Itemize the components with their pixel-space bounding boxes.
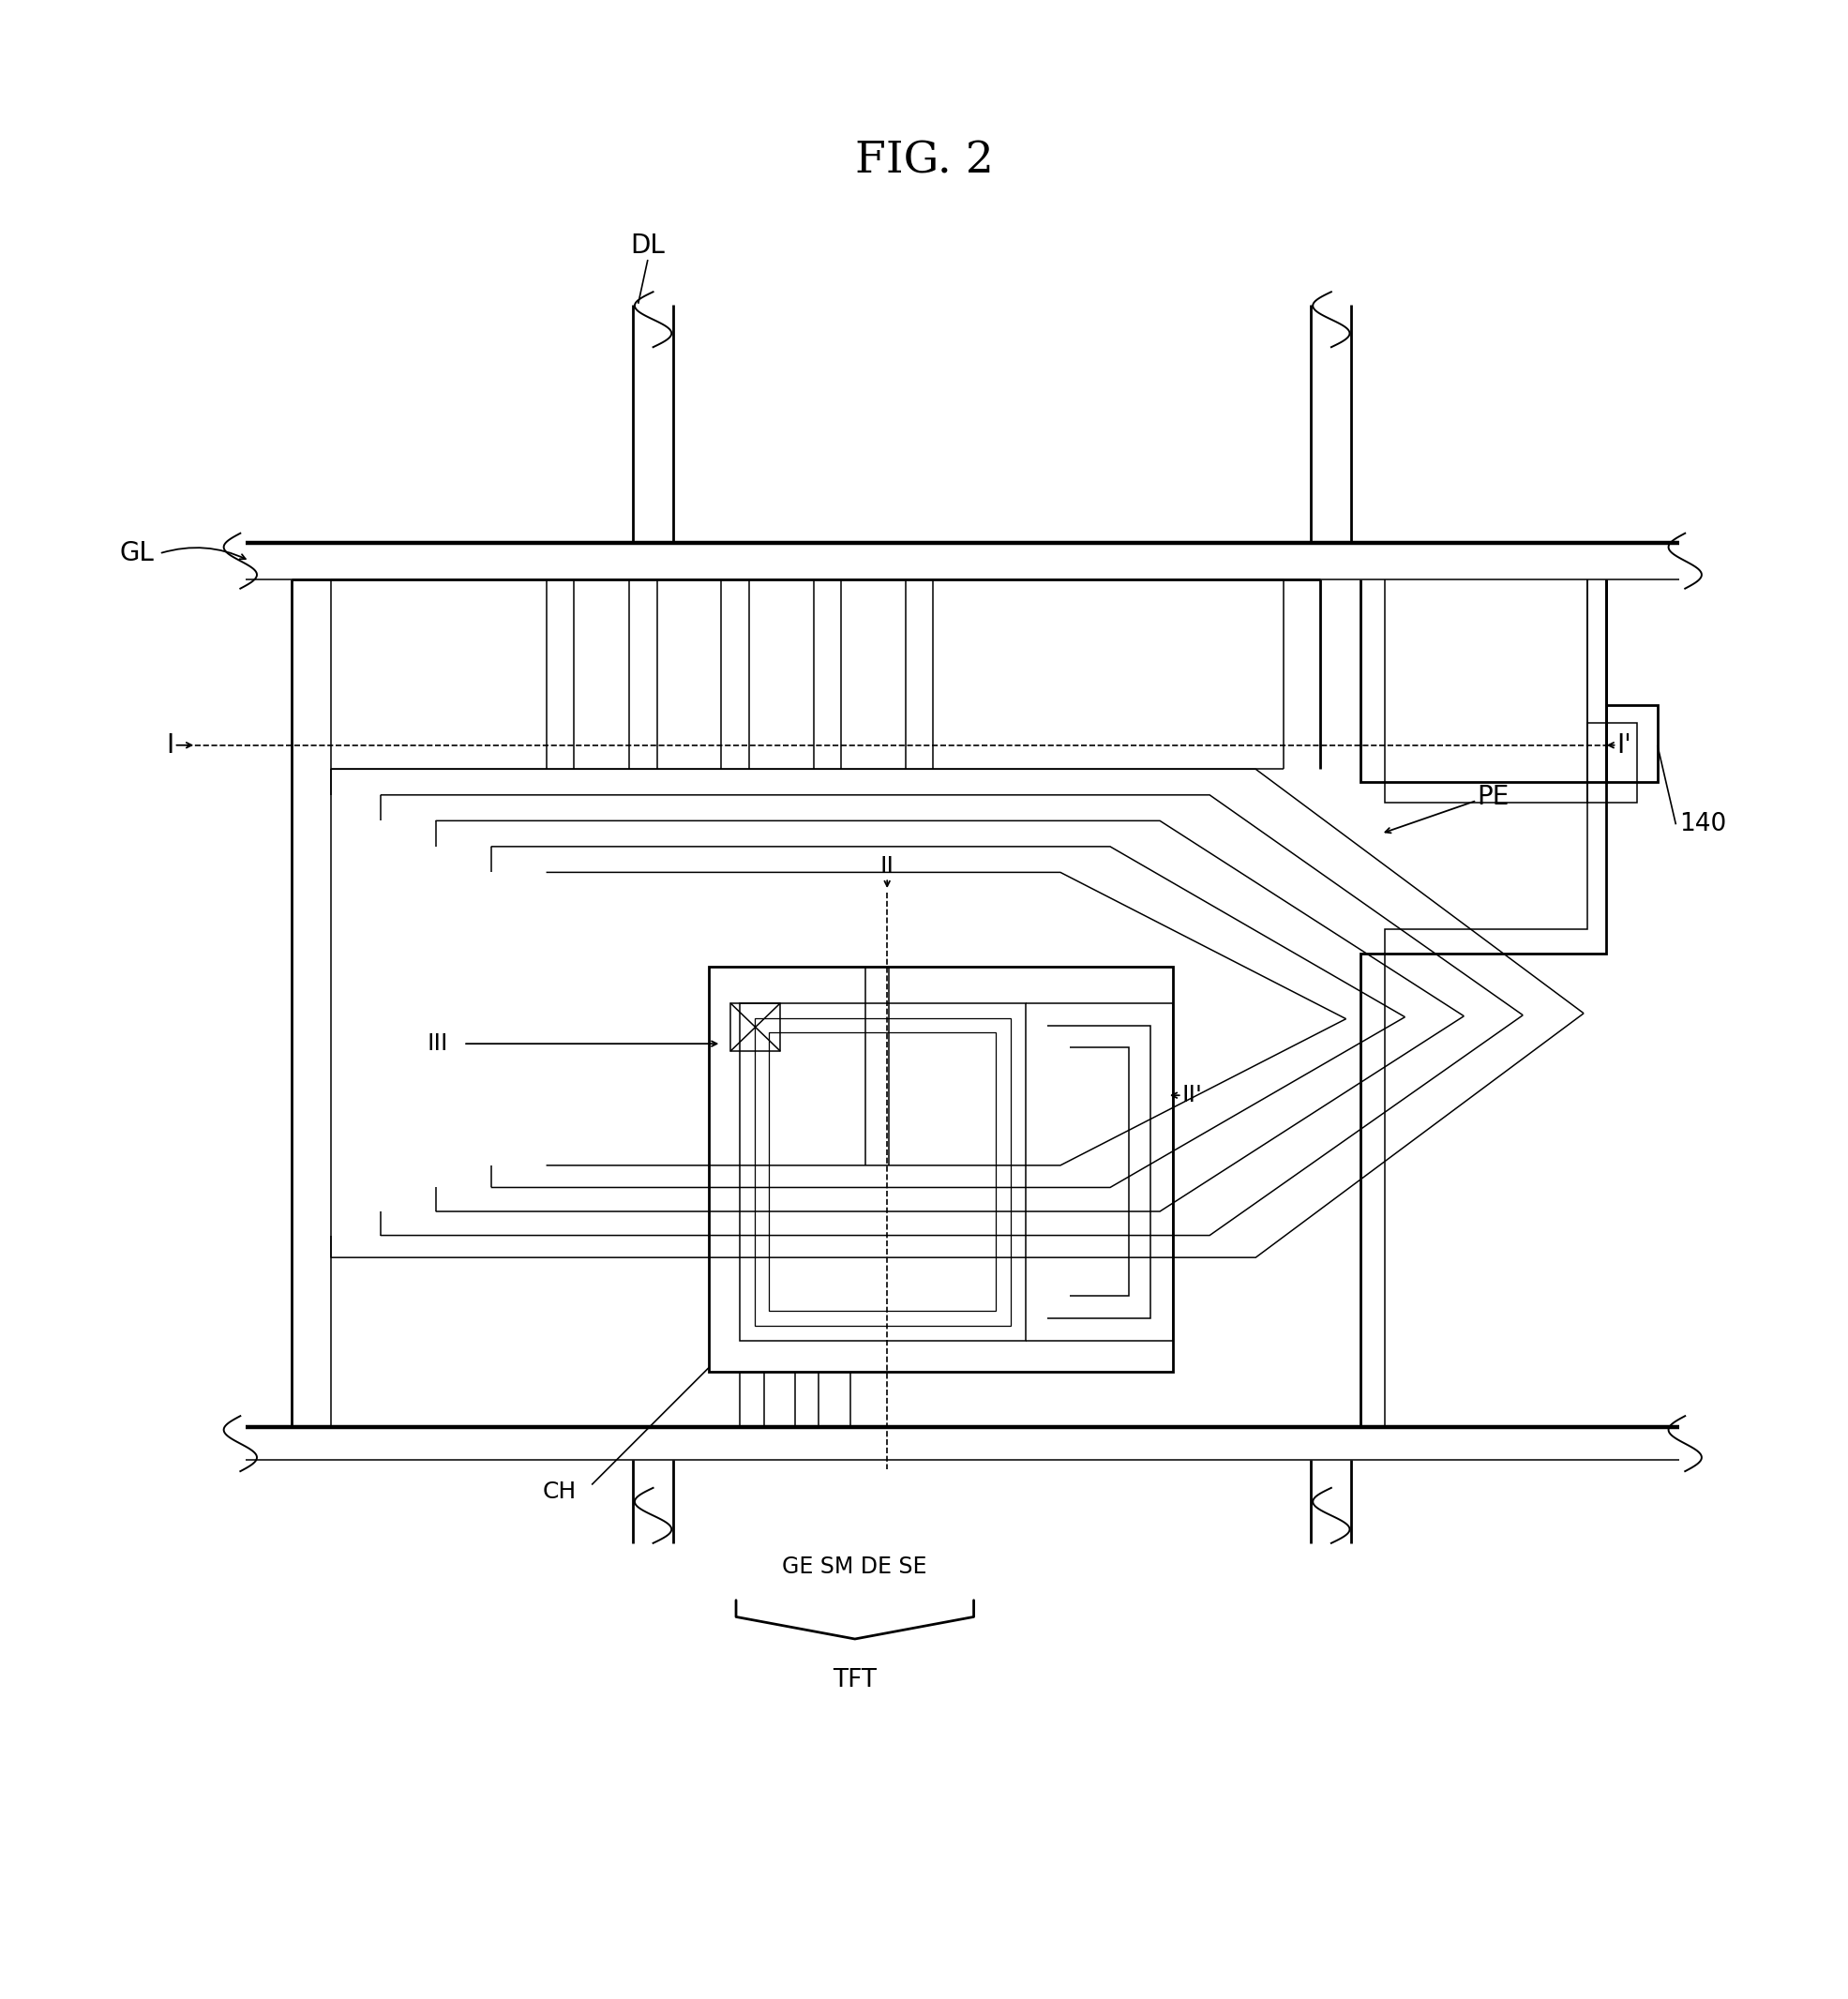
Bar <box>739 1003 1026 1341</box>
Bar <box>730 1003 780 1051</box>
Bar <box>754 1017 1011 1325</box>
Text: CH: CH <box>541 1481 577 1503</box>
Text: FIG. 2: FIG. 2 <box>854 140 994 182</box>
Text: GL: GL <box>118 540 153 566</box>
Text: DL: DL <box>630 232 665 258</box>
Text: GE SM DE SE: GE SM DE SE <box>782 1555 926 1579</box>
Text: PE: PE <box>1477 784 1510 810</box>
Text: I': I' <box>1617 732 1632 758</box>
Text: TFT: TFT <box>833 1669 878 1693</box>
Text: I: I <box>166 732 174 758</box>
Bar <box>708 966 1173 1371</box>
Text: II: II <box>880 856 894 878</box>
Text: II': II' <box>1183 1083 1203 1107</box>
Text: 140: 140 <box>1680 812 1726 838</box>
Bar <box>769 1033 996 1311</box>
Text: III: III <box>427 1031 449 1055</box>
